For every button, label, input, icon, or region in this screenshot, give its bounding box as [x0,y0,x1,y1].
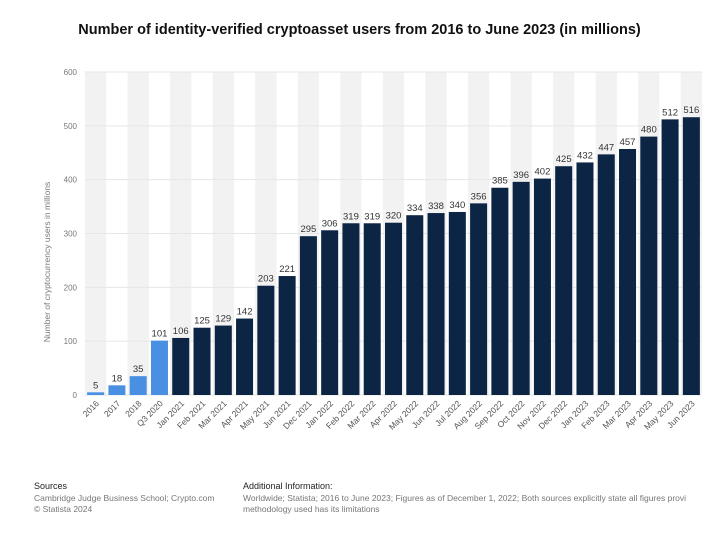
bar [427,213,445,395]
bar [533,178,551,395]
y-tick-label: 300 [64,230,78,239]
data-label: 447 [598,142,614,153]
data-label: 295 [300,224,316,235]
bar [299,236,317,395]
bar [108,385,126,395]
data-label: 142 [237,307,253,318]
bar [278,276,296,395]
additional-info-line: Worldwide; Statista; 2016 to June 2023; … [243,493,687,503]
bar [193,327,211,395]
y-axis-ticks: 0 100 200 300 400 500 600 [64,68,78,400]
data-label: 512 [662,107,678,118]
y-axis-label: Number of cryptocurrency users in millio… [42,182,52,343]
data-label: 101 [152,329,168,340]
chart-title: Number of identity-verified cryptoasset … [78,22,641,38]
data-label: 203 [258,274,274,285]
data-label: 385 [492,176,508,187]
data-label: 396 [513,170,529,181]
data-label: 340 [449,200,465,211]
bar [87,392,105,395]
bar [512,181,530,395]
data-label: 18 [112,373,123,384]
bar [448,211,466,395]
bar [576,162,594,395]
bar [597,154,615,395]
bar [321,230,339,395]
data-label: 457 [620,137,636,148]
bar [619,148,637,395]
bar [661,119,679,395]
x-tick-label: 2017 [102,398,123,419]
data-label: 319 [343,211,359,222]
y-tick-label: 0 [73,391,78,400]
sources-heading: Sources [34,481,68,491]
data-label: 35 [133,364,144,375]
data-label: 129 [215,314,231,325]
bar [640,136,658,395]
data-label: 338 [428,201,444,212]
bar [384,222,403,395]
additional-info-heading: Additional Information: [243,481,333,491]
y-tick-label: 400 [64,176,78,185]
data-label: 5 [93,380,98,391]
data-label: 221 [279,264,295,275]
bar [363,223,381,395]
data-label: 106 [173,326,189,337]
additional-info-block: Additional Information: Worldwide; Stati… [243,481,719,515]
data-label: 425 [556,154,572,165]
bar [555,166,573,395]
bar [214,325,232,395]
bars [87,117,700,395]
y-tick-label: 600 [64,68,78,77]
x-tick-label: 2016 [81,398,102,419]
data-label: 320 [386,211,402,222]
bar-chart: 5 18 35 101 106 125 129 142 203 221 295 306 319 319 32… [42,68,702,432]
bar [342,223,360,395]
bar [129,376,147,395]
data-label: 516 [683,105,699,116]
data-label: 356 [471,191,487,202]
data-label: 125 [194,316,210,327]
data-label: 319 [364,211,380,222]
bar [491,187,509,395]
bar [682,117,700,395]
bar [470,203,488,395]
data-label: 402 [535,167,551,178]
bar [236,318,254,395]
bar [172,337,190,395]
data-labels: 5 18 35 101 106 125 129 142 203 221 295 306 319 319 32… [93,105,699,391]
copyright-line: © Statista 2024 [34,504,93,514]
data-label: 432 [577,150,593,161]
bar [406,215,424,395]
data-label: 306 [322,218,338,229]
data-label: 334 [407,203,423,214]
y-tick-label: 100 [64,337,78,346]
bar [150,340,168,395]
data-label: 480 [641,125,657,136]
y-tick-label: 500 [64,122,78,131]
y-tick-label: 200 [64,283,78,292]
sources-line: Cambridge Judge Business School; Crypto.… [34,493,215,503]
bar [257,285,275,395]
sources-block: Sources Cambridge Judge Business School;… [34,481,234,515]
additional-info-line: methodology used has its limitations [243,504,380,514]
